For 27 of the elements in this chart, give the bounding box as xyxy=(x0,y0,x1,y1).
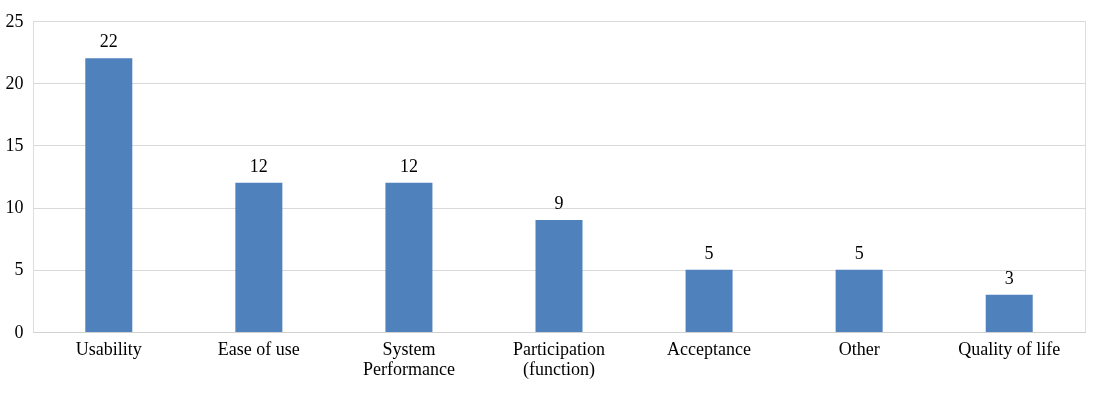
y-tick-label: 10 xyxy=(5,197,24,218)
data-label: 5 xyxy=(854,242,864,263)
x-tick-label: Other xyxy=(838,338,880,359)
x-tick-label: Acceptance xyxy=(667,338,752,359)
bar xyxy=(985,294,1033,332)
x-tick-label: Ease of use xyxy=(217,338,300,359)
data-label: 5 xyxy=(704,242,714,263)
bar xyxy=(835,269,883,332)
y-tick-label: 20 xyxy=(5,72,24,93)
bar xyxy=(535,220,583,332)
y-tick-label: 25 xyxy=(5,10,24,31)
y-tick-label: 5 xyxy=(14,259,24,280)
data-label: 22 xyxy=(99,31,118,52)
y-tick-label: 15 xyxy=(5,134,24,155)
bar xyxy=(685,269,733,332)
data-label: 12 xyxy=(249,155,268,176)
x-tick-label: Usability xyxy=(75,338,142,359)
data-label: 9 xyxy=(554,193,564,214)
data-label: 12 xyxy=(399,155,418,176)
x-tick-label: System Performance xyxy=(362,338,455,379)
data-label: 3 xyxy=(1004,267,1014,288)
x-tick-label: Participation (function) xyxy=(513,338,605,380)
bar xyxy=(85,58,133,332)
x-tick-label: Quality of life xyxy=(958,338,1061,359)
bar xyxy=(235,182,283,332)
y-tick-label: 0 xyxy=(14,321,24,342)
bar xyxy=(385,182,433,332)
